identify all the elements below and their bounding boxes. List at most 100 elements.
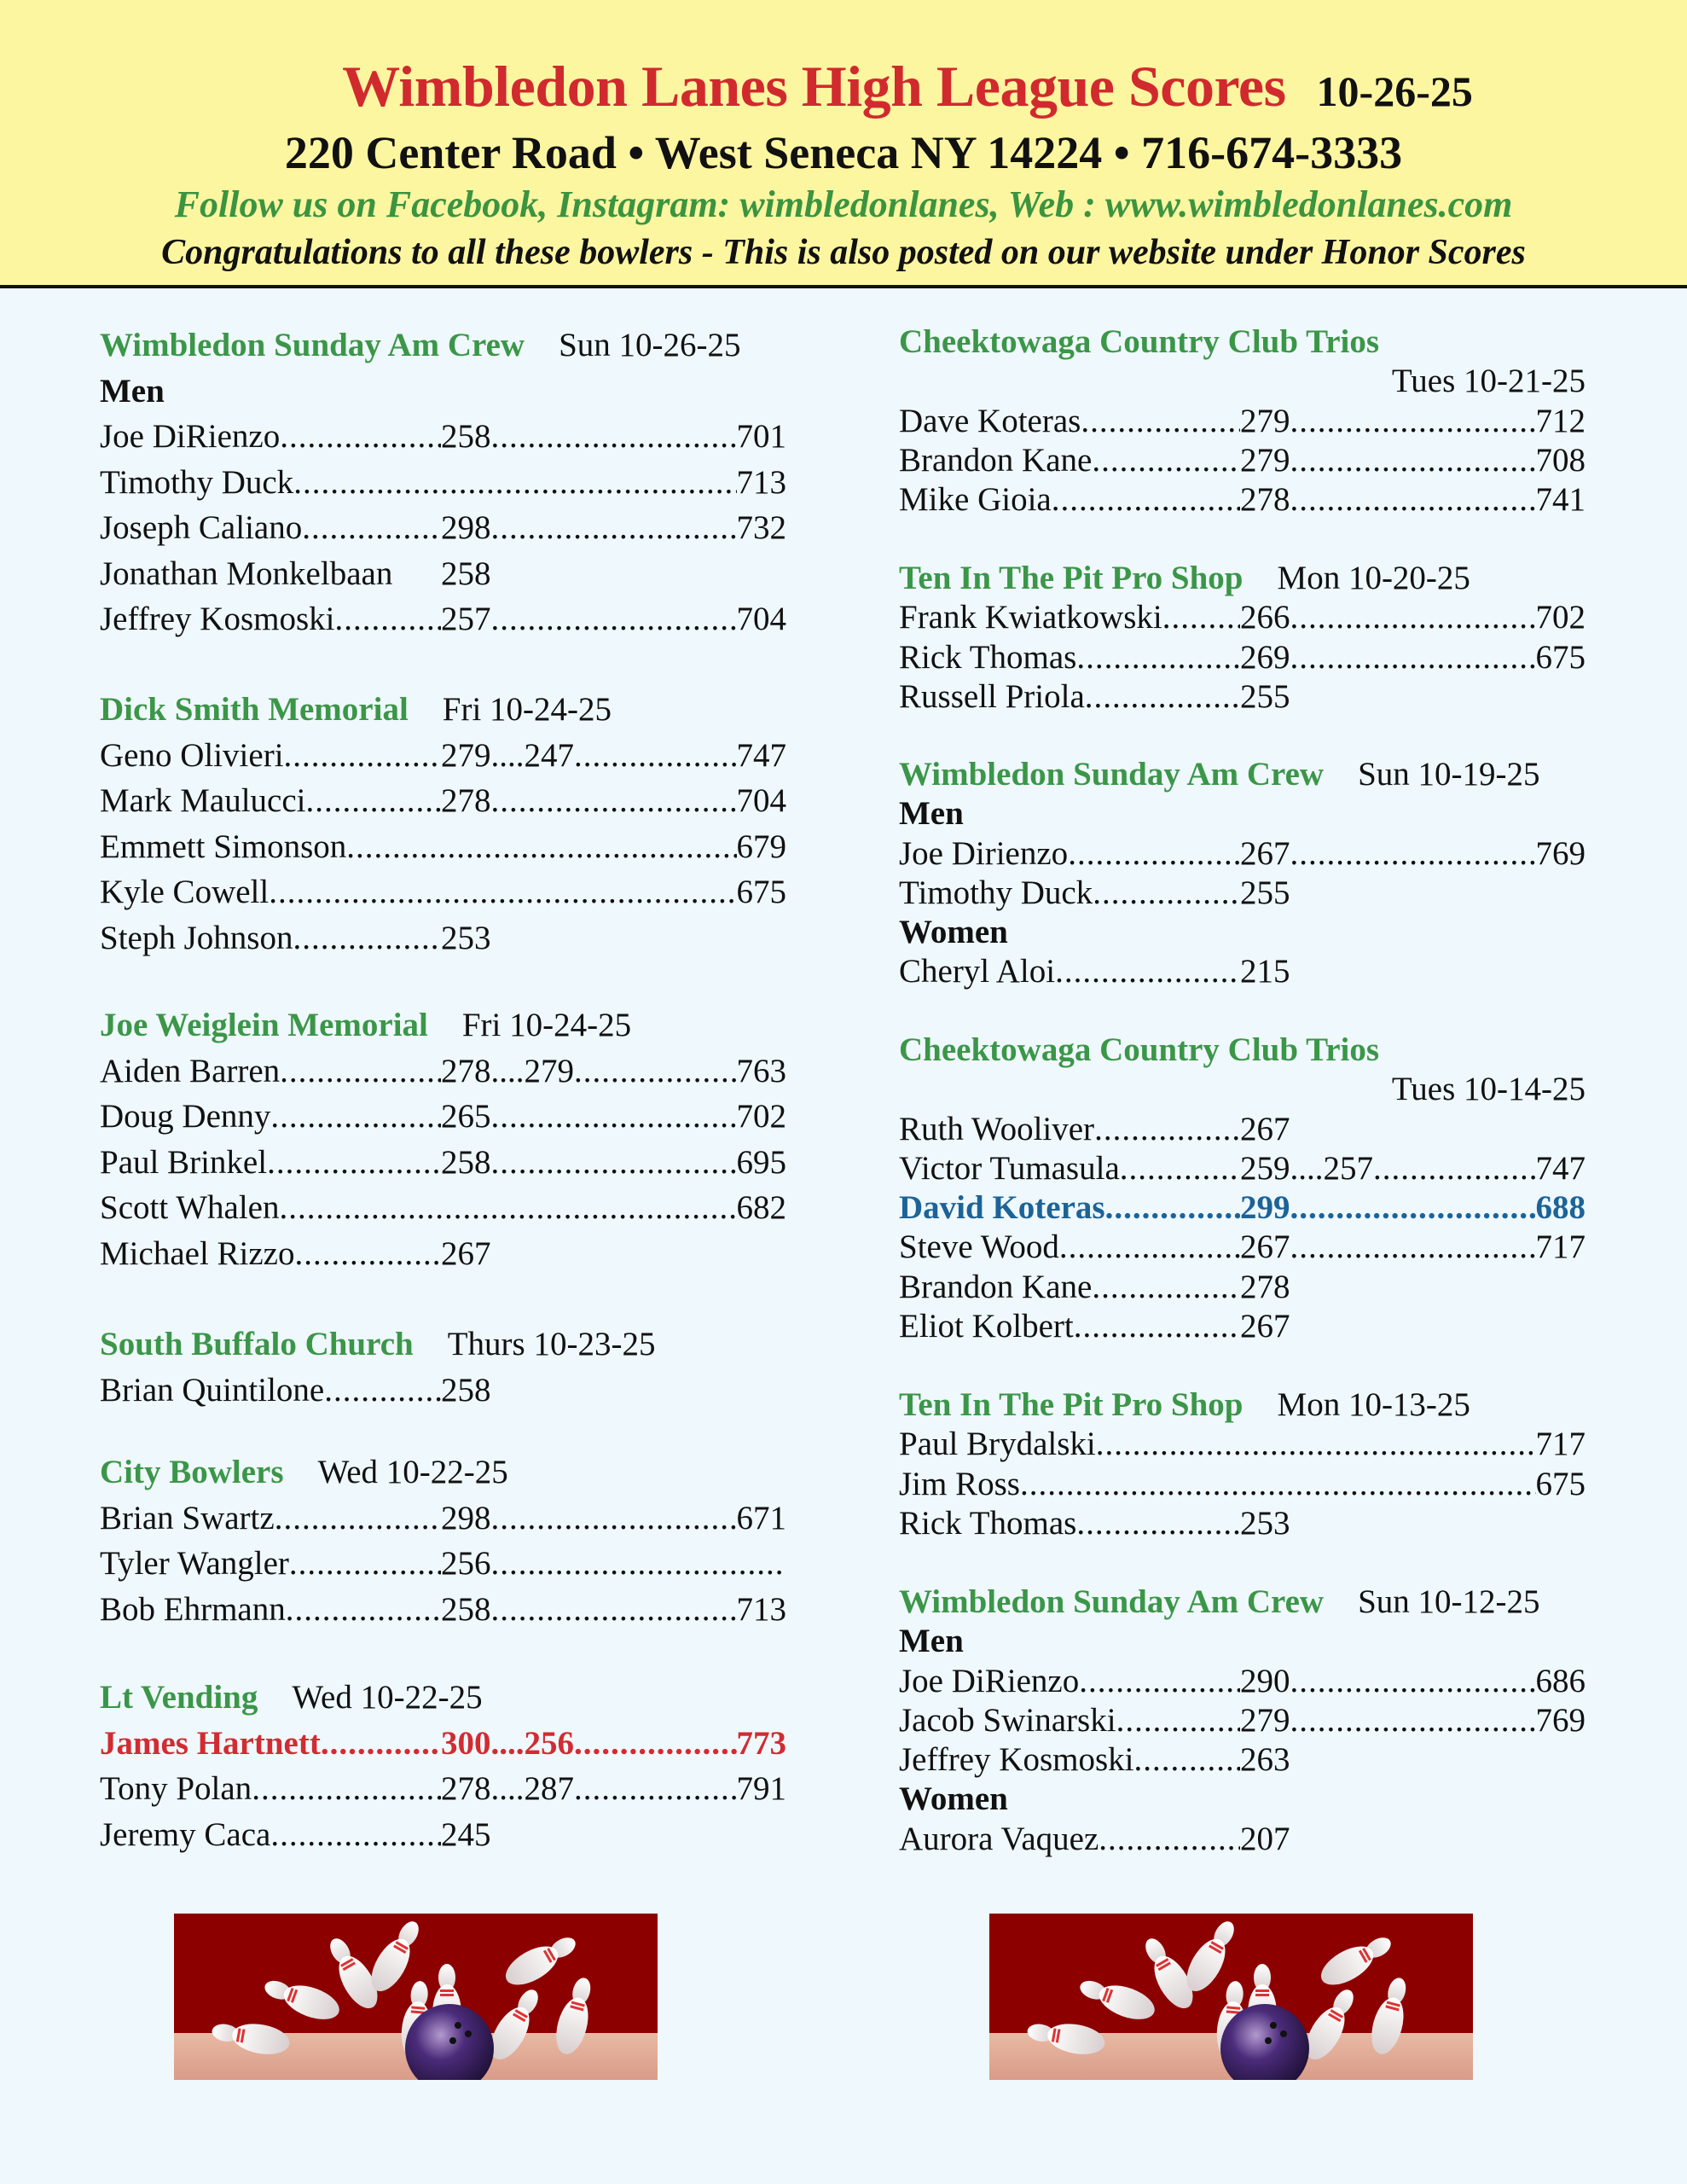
score-row: Paul Brinkel 258 695: [100, 1140, 786, 1186]
name-cell: Victor Tumasula: [899, 1149, 1240, 1188]
game-score: 267: [1240, 1110, 1290, 1147]
game-score: 256: [441, 1545, 491, 1582]
game-score: 290: [1240, 1662, 1290, 1699]
bowler-name: Geno Olivieri: [100, 736, 284, 774]
series-score: 791: [736, 1770, 787, 1807]
bowler-name: Timothy Duck: [899, 874, 1093, 911]
score-row: Aurora Vaquez 207: [899, 1820, 1586, 1859]
bowler-name: Joseph Caliano: [100, 509, 303, 546]
name-cell: Timothy Duck: [899, 874, 1240, 913]
dot-leader: [574, 1721, 737, 1767]
dot-leader: [252, 1766, 441, 1812]
name-cell: Russell Priola: [899, 677, 1240, 717]
bowler-name: Mark Maulucci: [100, 782, 306, 819]
league-header: Wimbledon Sunday Am Crew Sun 10-19-25: [899, 755, 1586, 794]
game-score: 257: [441, 601, 491, 637]
series-score: 702: [736, 1098, 787, 1135]
game-score: 259: [1240, 1149, 1290, 1187]
title-line: Wimbledon Lanes High League Scores 10-26-…: [0, 53, 1687, 120]
gender-label: Women: [899, 1780, 1008, 1818]
score-row: Eliot Kolbert 267: [899, 1307, 1586, 1346]
separator-dots: ....: [490, 1724, 525, 1762]
league-header: Ten In The Pit Pro Shop Mon 10-20-25: [899, 559, 1586, 598]
game-score: 265: [441, 1098, 491, 1135]
league-section: Lt Vending Wed 10-22-25 James Hartnett 300.…: [100, 1675, 786, 1857]
congratulations-text: Congratulations to all these bowlers - T…: [161, 233, 1526, 272]
bowler-name: Timothy Duck: [100, 463, 294, 501]
league-section: South Buffalo Church Thurs 10-23-25 Brian …: [100, 1321, 786, 1413]
score-row: Aiden Barren 278.... 279 763: [100, 1048, 786, 1095]
name-cell: Geno Olivieri: [100, 733, 441, 779]
series-score: 717: [1535, 1426, 1586, 1463]
score-row: Emmett Simonson 679: [100, 824, 786, 870]
dot-leader: [280, 414, 441, 460]
name-cell: Brian Quintilone: [100, 1368, 441, 1414]
bowling-strike-image: [989, 1914, 1473, 2080]
series-score: 704: [736, 601, 787, 637]
bowler-name: Jonathan Monkelbaan: [100, 555, 393, 592]
game-score-2: 287: [524, 1770, 575, 1807]
league-section: Wimbledon Sunday Am Crew Sun 10-19-25 Men J…: [899, 755, 1586, 992]
bowler-name: Russell Priola: [899, 677, 1085, 715]
name-cell: Aurora Vaquez: [899, 1820, 1240, 1859]
dot-leader: [574, 1766, 737, 1812]
series-score: 769: [1535, 1701, 1586, 1739]
dot-leader: [295, 1231, 442, 1277]
score-row: Kyle Cowell 675: [100, 869, 786, 915]
bowler-name: Scott Whalen: [100, 1189, 280, 1226]
league-name: Joe Weiglein Memorial: [100, 1007, 428, 1043]
bowler-name: Jeffrey Kosmoski: [100, 601, 335, 637]
league-header: Cheektowaga Country Club Trios: [899, 322, 1586, 362]
league-name: Wimbledon Sunday Am Crew: [899, 756, 1325, 793]
dot-leader: [491, 414, 737, 460]
dot-leader: [321, 1721, 441, 1767]
league-name: City Bowlers: [100, 1454, 284, 1490]
bowling-ball-icon: [405, 2004, 494, 2080]
game-score: 245: [441, 1815, 491, 1853]
series-score: 704: [736, 782, 787, 819]
dot-leader: [574, 733, 737, 779]
score-row: Rick Thomas 269 675: [899, 638, 1586, 677]
header-date: 10-26-25: [1316, 67, 1473, 115]
game-score-2: 279: [524, 1052, 575, 1089]
dot-leader: [1059, 1228, 1240, 1267]
score-row: Tyler Wangler 256: [100, 1541, 786, 1587]
bowler-name: Bob Ehrmann: [100, 1590, 286, 1628]
gender-label: Men: [100, 372, 165, 410]
league-name: South Buffalo Church: [100, 1326, 414, 1362]
score-row: Paul Brydalski 717: [899, 1425, 1586, 1464]
social-follow-text: Follow us on Facebook, Instagram: wimble…: [174, 183, 1513, 225]
name-cell: James Hartnett: [100, 1721, 441, 1767]
name-cell: Jonathan Monkelbaan: [100, 551, 441, 597]
game-score: 207: [1240, 1820, 1290, 1857]
dot-leader: [1099, 1820, 1240, 1859]
score-row: Jeremy Caca 245: [100, 1812, 786, 1858]
dot-leader: [275, 1496, 441, 1542]
league-section: Cheektowaga Country Club Trios Tues 10-21…: [899, 322, 1586, 520]
game-score: 258: [441, 555, 491, 592]
series-score: 708: [1535, 441, 1586, 479]
score-row: James Hartnett 300.... 256 773: [100, 1721, 786, 1767]
page-title: Wimbledon Lanes High League Scores: [342, 54, 1286, 119]
score-row: Tony Polan 278.... 287 791: [100, 1766, 786, 1812]
score-row: Brian Quintilone 258: [100, 1368, 786, 1414]
bowler-name: James Hartnett: [100, 1724, 321, 1762]
dot-leader: [1055, 952, 1240, 991]
league-date: Wed 10-22-25: [317, 1454, 508, 1490]
series-score: 741: [1535, 481, 1586, 519]
name-cell: Aiden Barren: [100, 1048, 441, 1095]
league-header: Ten In The Pit Pro Shop Mon 10-13-25: [899, 1385, 1586, 1425]
league-section: Ten In The Pit Pro Shop Mon 10-20-25 Frank…: [899, 559, 1586, 717]
score-row: Frank Kwiatkowski 266 702: [899, 598, 1586, 637]
league-header: Cheektowaga Country Club Trios: [899, 1031, 1586, 1070]
dot-leader: [1079, 1662, 1240, 1701]
bowler-name: Joe Dirienzo: [899, 834, 1069, 872]
game-score: 253: [1240, 1504, 1290, 1542]
bowler-name: Brian Swartz: [100, 1499, 275, 1536]
bowler-name: Tony Polan: [100, 1770, 252, 1807]
dot-leader: [270, 1812, 441, 1858]
league-date: Mon 10-13-25: [1277, 1386, 1470, 1423]
bowler-name: Aurora Vaquez: [899, 1820, 1099, 1857]
name-cell: Rick Thomas: [899, 1504, 1240, 1543]
dot-leader: [491, 505, 737, 551]
